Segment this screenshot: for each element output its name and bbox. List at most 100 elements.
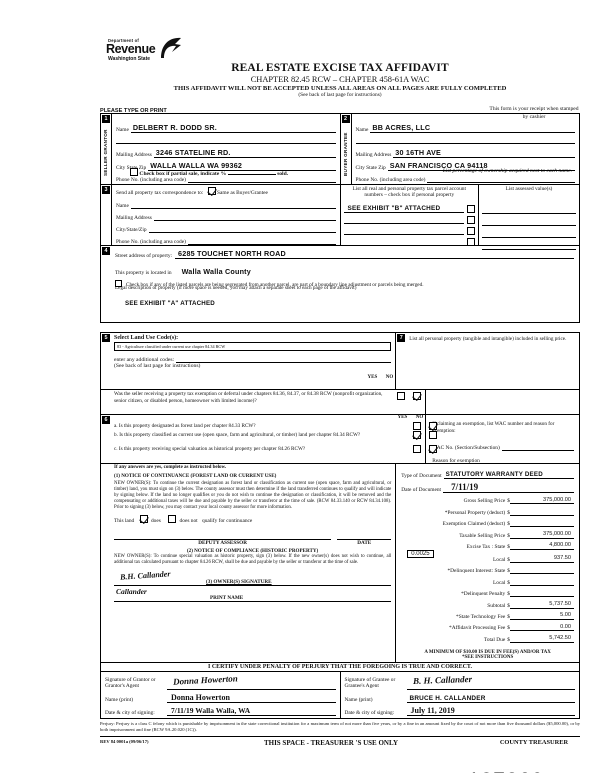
buyer-phone-value[interactable] xyxy=(427,182,575,183)
financial-row-value[interactable] xyxy=(509,514,574,516)
does-qualify-checkbox[interactable] xyxy=(139,514,148,523)
assessed-value-row[interactable] xyxy=(482,238,576,250)
seller-csz-value[interactable]: WALLA WALLA WA 99362 xyxy=(148,161,336,171)
deputy-assessor-signature-field[interactable] xyxy=(114,530,332,540)
q1-no-checkbox[interactable] xyxy=(413,392,422,400)
exemption-reason-value[interactable] xyxy=(481,463,574,465)
seller-name-value[interactable]: DELBERT R. DODD SR. xyxy=(130,123,336,133)
buyer-side-label: BUYER GRANTEE xyxy=(342,132,348,176)
owner-print-name-field[interactable] xyxy=(114,586,392,603)
additional-codes-value[interactable] xyxy=(176,362,392,363)
corr-mailing-value[interactable] xyxy=(153,220,336,221)
qc-text: c. Is this property receiving special va… xyxy=(114,446,306,452)
assessed-value-header: List assessed value(s) xyxy=(505,186,553,192)
qa-no-checkbox[interactable] xyxy=(429,422,438,430)
qa-yes-checkbox[interactable] xyxy=(413,422,422,430)
corr-phone-value[interactable] xyxy=(187,244,336,245)
financial-row-value[interactable] xyxy=(509,596,574,598)
assessed-value-row[interactable] xyxy=(482,214,576,226)
partial-sale-checkbox[interactable] xyxy=(130,168,138,176)
assessed-value-row[interactable] xyxy=(482,226,576,238)
landuse-code-select[interactable]: 83 - Agriculture classified under curren… xyxy=(114,342,392,351)
financial-row-value[interactable]: 375,000.00 xyxy=(509,531,574,539)
personal-property-box-number: 7 xyxy=(397,334,406,342)
street-address-value[interactable]: 6285 TOUCHET NORTH ROAD xyxy=(175,249,574,259)
parcel-number[interactable] xyxy=(343,234,464,235)
parcel-personal-checkbox[interactable] xyxy=(467,216,475,224)
parcel-personal-checkbox[interactable] xyxy=(467,227,475,235)
corr-phone-label: Phone No. (including area code) xyxy=(116,239,186,245)
parcel-row xyxy=(343,213,475,224)
doc-date-label: Date of Document xyxy=(401,487,442,493)
financial-row: Total Due $ 5,742.50 xyxy=(401,631,574,643)
qb-no-checkbox[interactable] xyxy=(429,431,438,439)
seller-mailing-value[interactable]: 3246 STATELINE RD. xyxy=(153,148,336,158)
financial-row-value[interactable]: 5,742.50 xyxy=(509,635,574,643)
grantor-date-city-value[interactable]: 7/11/19 Walla Walla, WA xyxy=(167,706,336,716)
corr-name-value[interactable] xyxy=(130,208,336,209)
financial-row-value[interactable]: 5,737.50 xyxy=(509,601,574,609)
legal-description-value[interactable]: SEE EXHIBIT "A" ATTACHED xyxy=(125,300,215,307)
parcel-personal-checkbox[interactable] xyxy=(467,238,475,246)
correspondence-prompt: Send all property tax correspondence to: xyxy=(116,190,204,196)
seller-name-line2[interactable] xyxy=(116,133,336,144)
parties-section: 1 SELLER GRANTOR Name DELBERT R. DODD SR… xyxy=(100,113,580,185)
qc-no-checkbox[interactable] xyxy=(429,445,438,453)
doc-type-value[interactable]: STATUTORY WARRANTY DEED xyxy=(443,471,574,479)
does-not-qualify-checkbox[interactable] xyxy=(168,514,177,523)
owner-signature-field[interactable] xyxy=(114,569,392,587)
financial-row-value[interactable] xyxy=(509,526,574,528)
if-any-yes-note: If any answers are yes, complete as inst… xyxy=(114,465,227,470)
doc-date-value[interactable]: 7/11/19 xyxy=(443,482,574,493)
segregation-checkbox[interactable] xyxy=(115,280,122,287)
financial-row-value[interactable] xyxy=(509,573,574,575)
buyer-box-number: 2 xyxy=(341,115,350,123)
grantor-signature-label: Signature of Grantor or Grantor's Agent xyxy=(105,677,156,690)
buyer-name-line2[interactable] xyxy=(355,133,575,144)
same-as-buyer-checkbox[interactable] xyxy=(207,187,216,195)
local-rate-box[interactable]: 0.0025 xyxy=(407,549,434,558)
seller-name-label: Name xyxy=(116,127,129,133)
form-title: REAL ESTATE EXCISE TAX AFFIDAVIT xyxy=(231,62,449,74)
grantor-signature-field[interactable]: Donna Howerton xyxy=(167,673,336,690)
dor-logo: Department of Revenue Washington State xyxy=(100,36,580,66)
assessor-date-field[interactable] xyxy=(337,530,392,540)
parcel-row xyxy=(343,224,475,235)
partial-sale-percent-field[interactable] xyxy=(227,174,276,175)
assessed-value-row[interactable] xyxy=(482,202,576,214)
landuse-title: Select Land Use Code(s): xyxy=(114,335,179,341)
form-notice: THIS AFFIDAVIT WILL NOT BE ACCEPTED UNLE… xyxy=(173,85,507,92)
grantee-name-value[interactable]: BRUCE H. CALLANDER xyxy=(406,695,575,703)
classification-section: 6 YES NO a. Is this property designated … xyxy=(100,415,580,465)
qb-yes-checkbox[interactable] xyxy=(413,431,422,439)
buyer-name-value[interactable]: BB ACRES, LLC xyxy=(370,123,575,133)
financial-row: *Affidavit Processing Fee $ 0.00 xyxy=(401,620,574,632)
financial-row-value[interactable]: 0.00 xyxy=(509,624,574,632)
grantor-date-label: Date & city of signing: xyxy=(105,709,155,716)
correspondence-parcels-section: 3 Send all property tax correspondence t… xyxy=(100,185,580,250)
parcel-number[interactable] xyxy=(343,245,464,246)
financial-row-value[interactable]: 4,800.00 xyxy=(509,542,574,550)
parcel-personal-checkbox[interactable] xyxy=(467,205,475,213)
financial-row-value[interactable]: 937.50 xyxy=(509,555,574,563)
stamp-number-area: 137260 xyxy=(100,747,580,773)
financial-column: Type of Document STATUTORY WARRANTY DEED… xyxy=(396,464,579,662)
parcel-number[interactable]: SEE EXHIBIT "B" ATTACHED xyxy=(343,205,464,213)
grantee-date-city-value[interactable]: July 11, 2019 xyxy=(406,706,575,716)
financial-row: *State Technology Fee $ 5.00 xyxy=(401,609,574,620)
financial-row-value[interactable] xyxy=(509,584,574,586)
corr-csz-value[interactable] xyxy=(148,232,336,233)
located-in-value[interactable]: Walla Walla County xyxy=(181,267,251,276)
buyer-mailing-value[interactable]: 30 16TH AVE xyxy=(393,148,575,158)
buyer-csz-value[interactable]: SAN FRANCISCO CA 94118 xyxy=(387,161,575,171)
parcel-number[interactable] xyxy=(343,223,464,224)
qc-yes-checkbox[interactable] xyxy=(413,445,422,453)
financial-row-value[interactable]: 375,000.00 xyxy=(509,497,574,505)
grantee-signature-field[interactable]: B. H. Callander xyxy=(406,674,575,690)
financial-row-value[interactable]: 5.00 xyxy=(509,612,574,620)
q1-yes-checkbox[interactable] xyxy=(397,392,406,400)
landuse-section: 5 Select Land Use Code(s): 83 - Agricult… xyxy=(100,332,580,390)
wac-number-value[interactable] xyxy=(501,450,574,452)
seller-phone-value[interactable] xyxy=(187,182,336,183)
grantor-name-value[interactable]: Donna Howerton xyxy=(167,693,336,703)
